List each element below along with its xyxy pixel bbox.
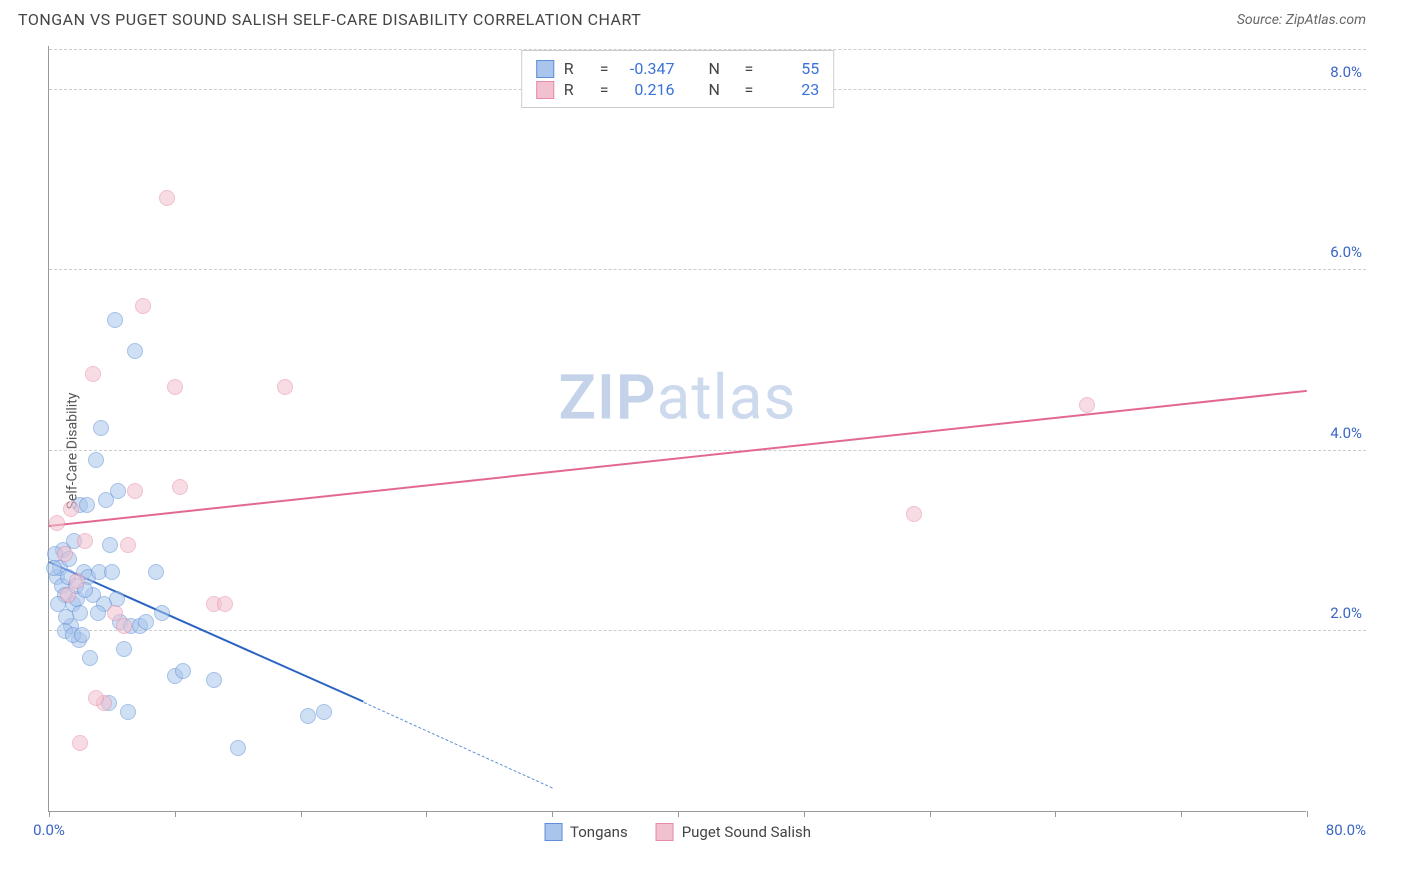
x-tick xyxy=(301,811,302,817)
data-point xyxy=(120,704,136,720)
data-point xyxy=(49,515,65,531)
source-credit: Source: ZipAtlas.com xyxy=(1237,12,1366,28)
legend-row: R=0.216N=23 xyxy=(536,80,820,99)
data-point xyxy=(77,533,93,549)
gridline xyxy=(49,450,1366,451)
data-point xyxy=(175,663,191,679)
data-point xyxy=(159,190,175,206)
data-point xyxy=(57,546,73,562)
data-point xyxy=(127,483,143,499)
y-tick-label: 4.0% xyxy=(1330,424,1362,442)
trend-line xyxy=(363,702,552,789)
x-tick-label: 80.0% xyxy=(1326,821,1366,839)
series-legend: Tongans Puget Sound Salish xyxy=(544,823,811,841)
chart-container: Self-Care Disability ZIPatlas R=-0.347N=… xyxy=(18,40,1366,862)
data-point xyxy=(107,312,123,328)
data-point xyxy=(93,420,109,436)
legend-swatch xyxy=(544,823,562,841)
y-tick-label: 2.0% xyxy=(1330,604,1362,622)
data-point xyxy=(206,672,222,688)
data-point xyxy=(300,708,316,724)
data-point xyxy=(60,587,76,603)
x-tick xyxy=(1307,811,1308,817)
data-point xyxy=(1079,397,1095,413)
data-point xyxy=(277,379,293,395)
chart-title: TONGAN VS PUGET SOUND SALISH SELF-CARE D… xyxy=(18,10,641,29)
x-tick xyxy=(175,811,176,817)
data-point xyxy=(116,641,132,657)
data-point xyxy=(230,740,246,756)
data-point xyxy=(127,343,143,359)
x-tick xyxy=(1181,811,1182,817)
data-point xyxy=(906,506,922,522)
data-point xyxy=(110,483,126,499)
x-tick xyxy=(49,811,50,817)
legend-row: R=-0.347N=55 xyxy=(536,59,820,78)
data-point xyxy=(167,379,183,395)
data-point xyxy=(138,614,154,630)
data-point xyxy=(316,704,332,720)
data-point xyxy=(154,605,170,621)
watermark: ZIPatlas xyxy=(559,361,797,434)
stats-legend: R=-0.347N=55 R=0.216N=23 xyxy=(521,50,835,108)
data-point xyxy=(63,501,79,517)
trend-line xyxy=(49,390,1307,527)
data-point xyxy=(135,298,151,314)
data-point xyxy=(82,650,98,666)
legend-item: Puget Sound Salish xyxy=(656,823,811,841)
x-tick xyxy=(804,811,805,817)
data-point xyxy=(88,690,104,706)
x-tick xyxy=(930,811,931,817)
x-tick xyxy=(1055,811,1056,817)
legend-swatch xyxy=(536,81,554,99)
data-point xyxy=(116,618,132,634)
plot-area: ZIPatlas R=-0.347N=55R=0.216N=23 Tongans… xyxy=(48,46,1306,812)
source-link[interactable]: ZipAtlas.com xyxy=(1286,12,1366,28)
data-point xyxy=(85,366,101,382)
legend-item: Tongans xyxy=(544,823,628,841)
y-tick-label: 8.0% xyxy=(1330,63,1362,81)
x-tick-label: 0.0% xyxy=(33,821,65,839)
x-tick xyxy=(552,811,553,817)
y-tick-label: 6.0% xyxy=(1330,243,1362,261)
gridline xyxy=(49,630,1366,631)
data-point xyxy=(120,537,136,553)
data-point xyxy=(172,479,188,495)
x-tick xyxy=(678,811,679,817)
x-tick xyxy=(426,811,427,817)
data-point xyxy=(90,605,106,621)
data-point xyxy=(46,560,62,576)
data-point xyxy=(74,627,90,643)
data-point xyxy=(148,564,164,580)
data-point xyxy=(79,497,95,513)
data-point xyxy=(217,596,233,612)
data-point xyxy=(72,735,88,751)
gridline xyxy=(49,269,1366,270)
data-point xyxy=(88,452,104,468)
legend-swatch xyxy=(536,60,554,78)
data-point xyxy=(104,564,120,580)
data-point xyxy=(102,537,118,553)
legend-swatch xyxy=(656,823,674,841)
